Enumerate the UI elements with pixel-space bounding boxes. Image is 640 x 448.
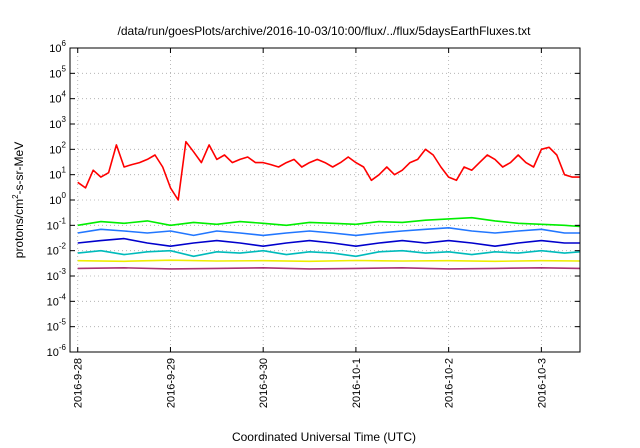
y-tick-base: 10 bbox=[47, 296, 59, 308]
y-tick-base: 10 bbox=[47, 246, 59, 258]
y-tick-exponent: -4 bbox=[59, 292, 67, 301]
x-tick-label: 2016-9-30 bbox=[258, 358, 270, 408]
y-tick-label: 104 bbox=[49, 90, 66, 106]
series-line bbox=[77, 259, 581, 263]
series-line bbox=[77, 227, 580, 237]
y-tick-label: 100 bbox=[49, 191, 66, 207]
y-axis-label-main: protons/cm bbox=[12, 199, 26, 258]
y-tick-exponent: 0 bbox=[62, 191, 67, 200]
x-tick-label: 2016-9-28 bbox=[73, 358, 85, 408]
y-tick-exponent: -2 bbox=[59, 242, 67, 251]
series-line bbox=[77, 267, 581, 270]
y-tick-label: 10-1 bbox=[47, 216, 67, 232]
y-tick-base: 10 bbox=[49, 144, 61, 156]
y-axis-label-units: -s-sr-MeV bbox=[12, 142, 26, 195]
y-tick-base: 10 bbox=[49, 43, 61, 55]
y-tick-exponent: -3 bbox=[59, 267, 67, 276]
grid bbox=[70, 47, 580, 353]
y-tick-base: 10 bbox=[49, 119, 61, 131]
y-tick-exponent: 1 bbox=[62, 166, 67, 175]
y-tick-exponent: 5 bbox=[62, 64, 67, 73]
y-tick-exponent: -5 bbox=[59, 318, 67, 327]
x-axis-label: Coordinated Universal Time (UTC) bbox=[232, 430, 416, 444]
y-tick-label: 10-6 bbox=[47, 343, 67, 359]
y-tick-base: 10 bbox=[49, 68, 61, 80]
x-tick-label: 2016-10-1 bbox=[351, 358, 363, 408]
series-lines bbox=[77, 140, 581, 270]
y-tick-base: 10 bbox=[47, 322, 59, 334]
y-tick-exponent: -6 bbox=[59, 343, 67, 352]
y-axis-label-superscript: 2 bbox=[11, 194, 20, 199]
y-tick-exponent: 2 bbox=[62, 140, 67, 149]
y-tick-base: 10 bbox=[49, 170, 61, 182]
y-tick-label: 10-5 bbox=[47, 318, 67, 334]
y-tick-label: 10-3 bbox=[47, 267, 67, 283]
y-tick-label: 105 bbox=[49, 64, 66, 80]
y-tick-label: 10-2 bbox=[47, 242, 67, 258]
chart-title: /data/run/goesPlots/archive/2016-10-03/1… bbox=[118, 24, 532, 38]
series-line bbox=[77, 140, 580, 201]
y-tick-label: 102 bbox=[49, 140, 66, 156]
y-tick-exponent: 3 bbox=[62, 115, 67, 124]
series-line bbox=[77, 216, 581, 228]
x-tick-label: 2016-10-3 bbox=[536, 358, 548, 408]
y-tick-base: 10 bbox=[49, 195, 61, 207]
y-tick-exponent: 4 bbox=[62, 90, 67, 99]
y-tick-label: 10-4 bbox=[47, 292, 67, 308]
y-tick-base: 10 bbox=[49, 94, 61, 106]
y-tick-base: 10 bbox=[47, 271, 59, 283]
y-tick-exponent: 6 bbox=[62, 39, 67, 48]
y-tick-label: 106 bbox=[49, 39, 66, 55]
y-tick-base: 10 bbox=[47, 220, 59, 232]
y-tick-exponent: -1 bbox=[59, 216, 67, 225]
y-tick-label: 101 bbox=[49, 166, 66, 182]
y-tick-label: 103 bbox=[49, 115, 66, 131]
x-tick-label: 2016-9-29 bbox=[165, 358, 177, 408]
x-axis: 2016-9-28 2016-9-29 2016-9-30 2016-10-1 2016… bbox=[73, 48, 548, 408]
y-axis-label: protons/cm2-s-sr-MeV bbox=[11, 142, 26, 258]
series-line bbox=[77, 249, 581, 258]
series-line bbox=[77, 237, 580, 247]
y-axis: 10-610-510-410-310-210-11001011021031041… bbox=[47, 39, 580, 359]
y-tick-base: 10 bbox=[47, 347, 59, 359]
x-tick-label: 2016-10-2 bbox=[444, 358, 456, 408]
